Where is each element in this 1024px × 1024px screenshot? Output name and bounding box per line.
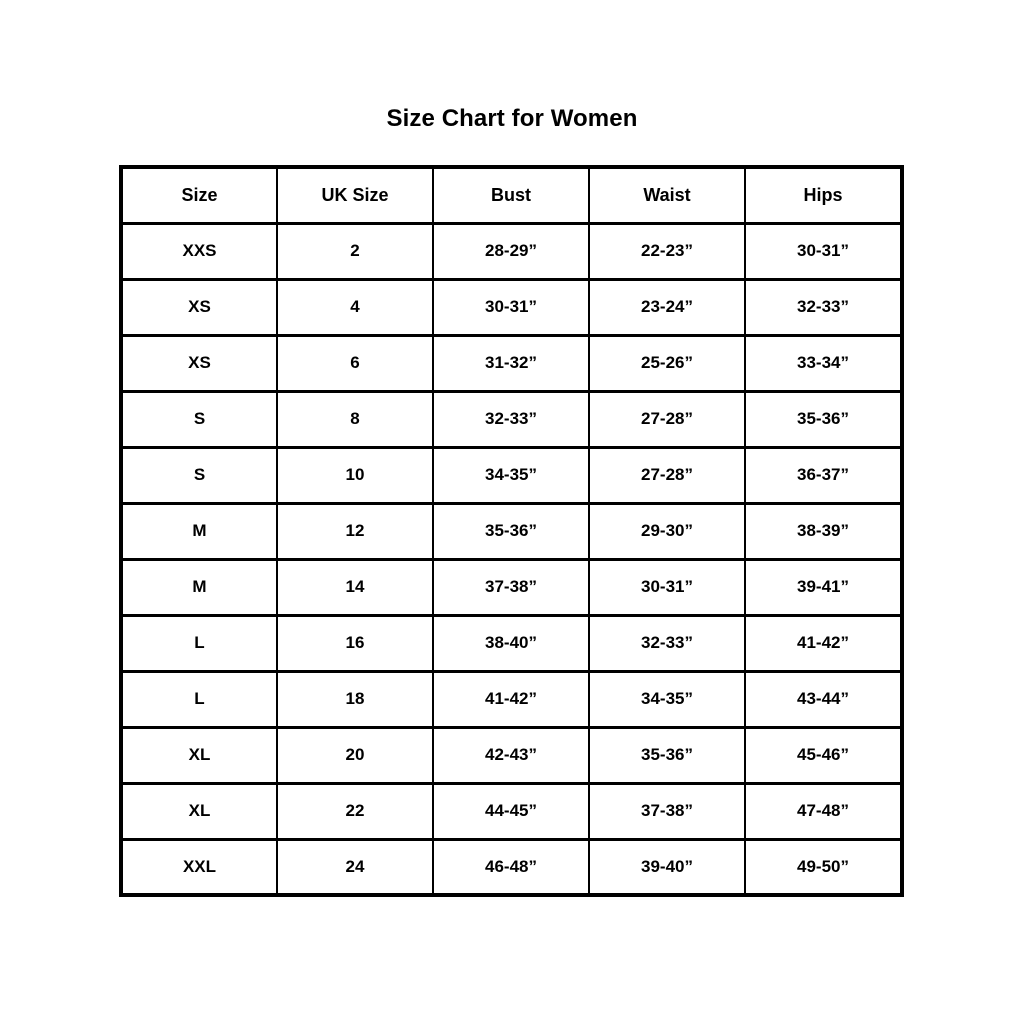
cell-hips: 30-31” bbox=[745, 223, 902, 281]
cell-size: L bbox=[121, 615, 278, 673]
table-row: L 16 38-40” 32-33” 41-42” bbox=[121, 615, 902, 673]
cell-size: XXL bbox=[121, 839, 278, 895]
column-header-uk-size: UK Size bbox=[277, 167, 434, 225]
cell-waist: 30-31” bbox=[589, 559, 746, 617]
cell-size: L bbox=[121, 671, 278, 729]
cell-bust: 42-43” bbox=[433, 727, 590, 785]
column-header-hips: Hips bbox=[745, 167, 902, 225]
table-row: M 12 35-36” 29-30” 38-39” bbox=[121, 503, 902, 561]
page-title: Size Chart for Women bbox=[386, 105, 638, 132]
table-header: Size UK Size Bust Waist Hips bbox=[121, 167, 902, 225]
cell-uk-size: 12 bbox=[277, 503, 434, 561]
cell-hips: 38-39” bbox=[745, 503, 902, 561]
column-header-waist: Waist bbox=[589, 167, 746, 225]
column-header-bust: Bust bbox=[433, 167, 590, 225]
cell-uk-size: 6 bbox=[277, 335, 434, 393]
cell-size: XXS bbox=[121, 223, 278, 281]
cell-uk-size: 24 bbox=[277, 839, 434, 895]
cell-size: XS bbox=[121, 279, 278, 337]
table-row: M 14 37-38” 30-31” 39-41” bbox=[121, 559, 902, 617]
cell-size: S bbox=[121, 447, 278, 505]
cell-size: S bbox=[121, 391, 278, 449]
cell-size: XS bbox=[121, 335, 278, 393]
cell-waist: 27-28” bbox=[589, 391, 746, 449]
cell-uk-size: 20 bbox=[277, 727, 434, 785]
table-row: XXL 24 46-48” 39-40” 49-50” bbox=[121, 839, 902, 895]
cell-waist: 34-35” bbox=[589, 671, 746, 729]
cell-hips: 45-46” bbox=[745, 727, 902, 785]
table-row: XS 4 30-31” 23-24” 32-33” bbox=[121, 279, 902, 337]
table-header-row: Size UK Size Bust Waist Hips bbox=[121, 167, 902, 225]
size-chart-table: Size UK Size Bust Waist Hips XXS 2 28-29” 22-23… bbox=[119, 165, 904, 897]
cell-size: XL bbox=[121, 783, 278, 841]
cell-bust: 38-40” bbox=[433, 615, 590, 673]
table-body: XXS 2 28-29” 22-23” 30-31” XS 4 30-31” 23-24” 32-… bbox=[121, 223, 902, 895]
cell-bust: 35-36” bbox=[433, 503, 590, 561]
cell-size: M bbox=[121, 559, 278, 617]
cell-bust: 46-48” bbox=[433, 839, 590, 895]
cell-hips: 36-37” bbox=[745, 447, 902, 505]
table-row: L 18 41-42” 34-35” 43-44” bbox=[121, 671, 902, 729]
cell-waist: 27-28” bbox=[589, 447, 746, 505]
cell-bust: 34-35” bbox=[433, 447, 590, 505]
cell-hips: 32-33” bbox=[745, 279, 902, 337]
cell-waist: 25-26” bbox=[589, 335, 746, 393]
table-row: XL 20 42-43” 35-36” 45-46” bbox=[121, 727, 902, 785]
cell-uk-size: 4 bbox=[277, 279, 434, 337]
cell-hips: 33-34” bbox=[745, 335, 902, 393]
cell-hips: 43-44” bbox=[745, 671, 902, 729]
cell-hips: 49-50” bbox=[745, 839, 902, 895]
cell-bust: 30-31” bbox=[433, 279, 590, 337]
cell-hips: 47-48” bbox=[745, 783, 902, 841]
cell-bust: 41-42” bbox=[433, 671, 590, 729]
table-row: XS 6 31-32” 25-26” 33-34” bbox=[121, 335, 902, 393]
cell-size: M bbox=[121, 503, 278, 561]
table-row: S 10 34-35” 27-28” 36-37” bbox=[121, 447, 902, 505]
table-row: S 8 32-33” 27-28” 35-36” bbox=[121, 391, 902, 449]
cell-uk-size: 10 bbox=[277, 447, 434, 505]
cell-uk-size: 2 bbox=[277, 223, 434, 281]
cell-bust: 32-33” bbox=[433, 391, 590, 449]
cell-hips: 35-36” bbox=[745, 391, 902, 449]
cell-waist: 39-40” bbox=[589, 839, 746, 895]
cell-waist: 29-30” bbox=[589, 503, 746, 561]
table-row: XXS 2 28-29” 22-23” 30-31” bbox=[121, 223, 902, 281]
cell-uk-size: 22 bbox=[277, 783, 434, 841]
cell-hips: 39-41” bbox=[745, 559, 902, 617]
cell-bust: 28-29” bbox=[433, 223, 590, 281]
cell-size: XL bbox=[121, 727, 278, 785]
cell-uk-size: 14 bbox=[277, 559, 434, 617]
cell-bust: 44-45” bbox=[433, 783, 590, 841]
cell-uk-size: 18 bbox=[277, 671, 434, 729]
cell-bust: 37-38” bbox=[433, 559, 590, 617]
column-header-size: Size bbox=[121, 167, 278, 225]
cell-bust: 31-32” bbox=[433, 335, 590, 393]
cell-waist: 35-36” bbox=[589, 727, 746, 785]
size-table-container: Size UK Size Bust Waist Hips XXS 2 28-29” 22-23… bbox=[119, 165, 904, 897]
table-row: XL 22 44-45” 37-38” 47-48” bbox=[121, 783, 902, 841]
cell-waist: 23-24” bbox=[589, 279, 746, 337]
cell-waist: 37-38” bbox=[589, 783, 746, 841]
cell-waist: 22-23” bbox=[589, 223, 746, 281]
cell-hips: 41-42” bbox=[745, 615, 902, 673]
cell-uk-size: 16 bbox=[277, 615, 434, 673]
cell-uk-size: 8 bbox=[277, 391, 434, 449]
cell-waist: 32-33” bbox=[589, 615, 746, 673]
